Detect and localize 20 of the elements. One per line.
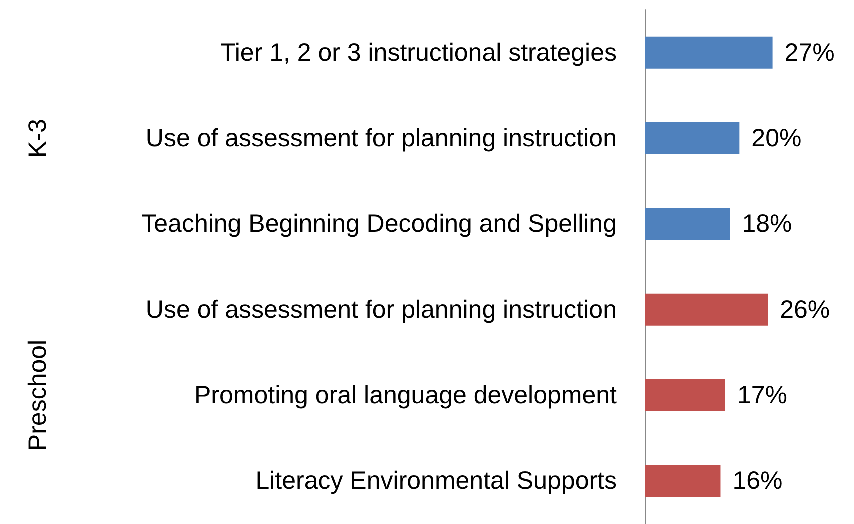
data-label: 18% (742, 210, 792, 238)
data-label: 20% (752, 124, 802, 152)
bar (645, 380, 726, 412)
data-label: 16% (732, 467, 783, 496)
bar (645, 36, 773, 69)
data-label: 27% (784, 38, 835, 67)
text: Preschool (24, 340, 52, 452)
y-tick-label: Literacy Environmental Supports (256, 467, 617, 496)
bar (645, 465, 721, 498)
y-tick-label: Promoting oral language development (194, 382, 618, 410)
y-tick-label: Tier 1, 2 or 3 instructional strategies (220, 38, 617, 67)
bar (645, 122, 740, 154)
bar (645, 208, 730, 240)
y-tick-label: Use of assessment for planning instruction (146, 296, 617, 324)
bar (645, 294, 768, 326)
y-tick-label: Use of assessment for planning instruction (146, 124, 617, 152)
data-label: 26% (780, 296, 830, 324)
text: K-3 (24, 119, 52, 158)
data-label: 17% (737, 382, 788, 410)
y-tick-label: Teaching Beginning Decoding and Spelling (142, 210, 617, 238)
